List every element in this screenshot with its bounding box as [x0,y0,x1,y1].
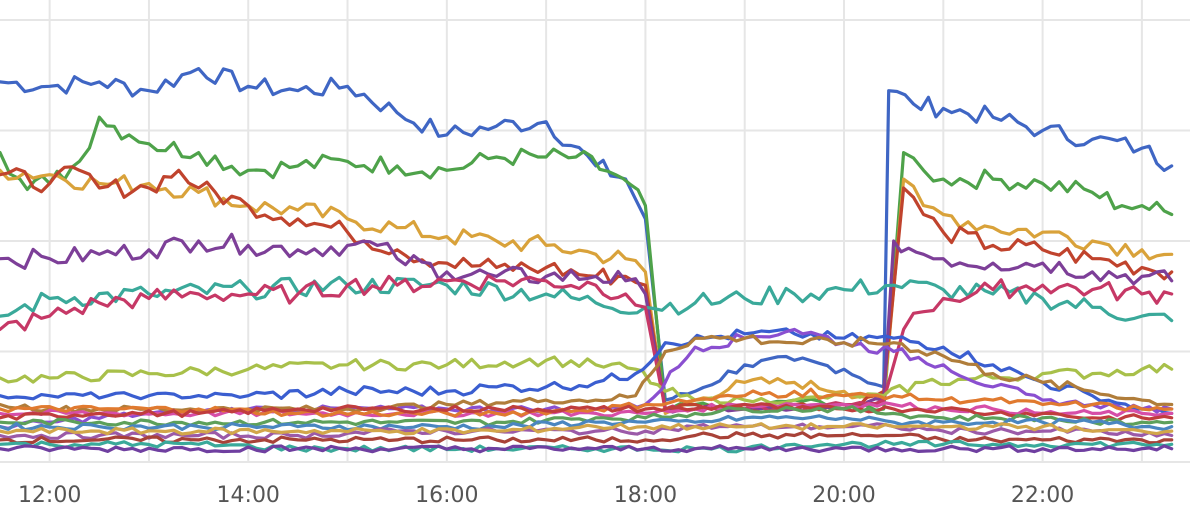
series-line-8 [0,355,1174,405]
series-line-14 [0,402,1174,422]
series-line-4 [0,165,1174,413]
x-tick-label: 22:00 [1011,483,1074,508]
chart-series [0,66,1174,454]
series-line-1 [0,66,1174,402]
series-line-6 [0,275,1174,323]
series-line-21 [0,444,1174,454]
series-line-7 [0,274,1174,413]
series-line-13 [0,387,1174,418]
x-tick-label: 14:00 [217,483,280,508]
series-line-2 [0,115,1174,412]
chart-grid [0,0,1190,463]
series-line-19 [0,431,1174,445]
series-line-3 [0,168,1174,415]
series-line-18 [0,422,1174,436]
series-line-5 [0,232,1174,414]
series-line-17 [0,422,1174,441]
x-tick-label: 20:00 [812,483,875,508]
series-line-9 [0,327,1174,415]
x-axis-tick-labels: 12:00 14:00 16:00 18:00 20:00 22:00 [18,483,1074,508]
x-tick-label: 16:00 [415,483,478,508]
series-line-16 [0,414,1174,432]
x-tick-label: 18:00 [614,483,677,508]
series-line-20 [0,439,1174,454]
x-tick-label: 12:00 [18,483,81,508]
